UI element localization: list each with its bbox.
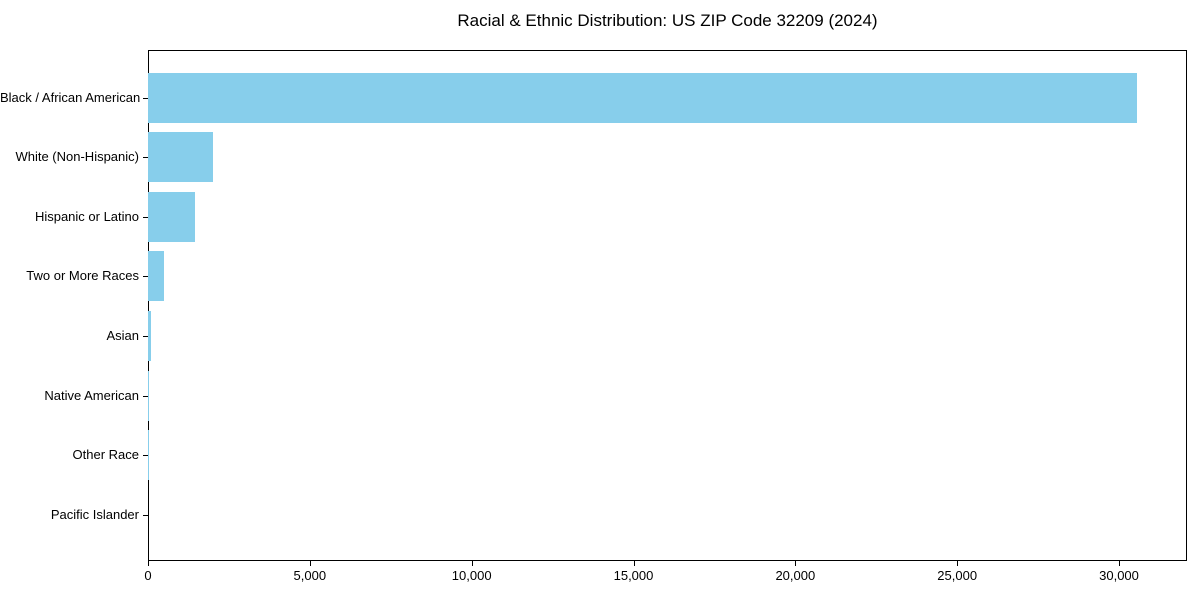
y-tick-label-native-american: Native American <box>44 387 139 403</box>
y-tick-mark <box>143 276 148 278</box>
x-tick-label-25-000: 25,000 <box>937 568 978 583</box>
x-tick-label-5-000: 5,000 <box>293 568 327 583</box>
y-tick-label-asian: Asian <box>106 327 139 343</box>
y-tick-label-two-or-more-races: Two or More Races <box>26 268 139 284</box>
x-tick-label-10-000: 10,000 <box>451 568 492 583</box>
x-tick-mark <box>795 561 797 566</box>
chart-title: Racial & Ethnic Distribution: US ZIP Cod… <box>457 11 878 30</box>
x-tick-mark <box>1119 561 1121 566</box>
y-tick-mark <box>143 97 148 99</box>
x-tick-label-20-000: 20,000 <box>775 568 816 583</box>
y-tick-mark <box>143 514 148 516</box>
x-tick-label-0: 0 <box>144 568 152 583</box>
x-tick-mark <box>148 561 149 566</box>
bar-hispanic-or-latino <box>148 191 196 242</box>
y-tick-label-white-non-hispanic: White (Non-Hispanic) <box>15 149 139 165</box>
x-tick-mark <box>309 561 311 566</box>
y-tick-mark <box>143 335 148 337</box>
y-tick-label-black-african-american: Black / African American <box>0 89 141 105</box>
x-tick-label-15-000: 15,000 <box>613 568 654 583</box>
bar-white-non-hispanic <box>148 132 213 183</box>
x-tick-mark <box>633 561 635 566</box>
bar-two-or-more-races <box>148 251 165 302</box>
x-tick-label-30-000: 30,000 <box>1099 568 1139 583</box>
x-tick-mark <box>471 561 473 566</box>
y-tick-label-hispanic-or-latino: Hispanic or Latino <box>34 208 139 224</box>
y-tick-label-other-race: Other Race <box>72 447 139 463</box>
bar-black-african-american <box>148 72 1137 123</box>
y-tick-mark <box>143 157 148 159</box>
y-tick-mark <box>143 216 148 218</box>
plot-area <box>148 50 1187 561</box>
y-tick-mark <box>143 395 148 397</box>
bar-asian <box>148 310 152 361</box>
y-tick-label-pacific-islander: Pacific Islander <box>50 506 139 522</box>
x-tick-mark <box>957 561 959 566</box>
y-tick-mark <box>143 455 148 457</box>
